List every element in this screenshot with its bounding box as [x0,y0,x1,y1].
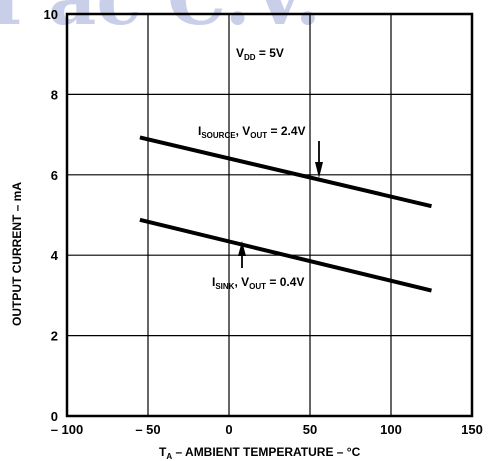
y-tick-labels: 0 2 4 6 8 10 [44,7,59,424]
x-tick-label: – 50 [135,422,160,437]
x-tick-label: 100 [380,422,402,437]
y-tick-label: 10 [44,7,58,22]
vdd-label: VDD = 5V [236,46,284,62]
y-tick-label: 2 [51,329,58,344]
source-series-line [139,135,432,209]
x-tick-labels: – 100 – 50 0 50 100 150 [51,422,483,437]
watermark: I ac C.V. [0,0,321,42]
x-tick-label: – 100 [51,422,84,437]
source-label: ISOURCE, VOUT = 2.4V [198,124,306,140]
x-tick-label: 0 [225,422,232,437]
y-tick-label: 6 [51,168,58,183]
x-axis-label: TA – AMBIENT TEMPERATURE – °C [159,445,361,461]
y-tick-label: 4 [51,248,59,263]
plot-frame [65,12,474,418]
y-tick-label: 0 [51,409,58,424]
series-group [139,135,432,293]
source-arrow [315,141,323,178]
sink-label: ISINK, VOUT = 0.4V [212,275,304,291]
y-tick-label: 8 [51,87,58,102]
grid [66,13,473,417]
x-tick-label: 50 [303,422,317,437]
y-axis-label: OUTPUT CURRENT – mA [10,182,24,326]
sink-arrow [238,241,246,268]
x-tick-label: 150 [461,422,483,437]
sink-series-line [139,217,432,293]
